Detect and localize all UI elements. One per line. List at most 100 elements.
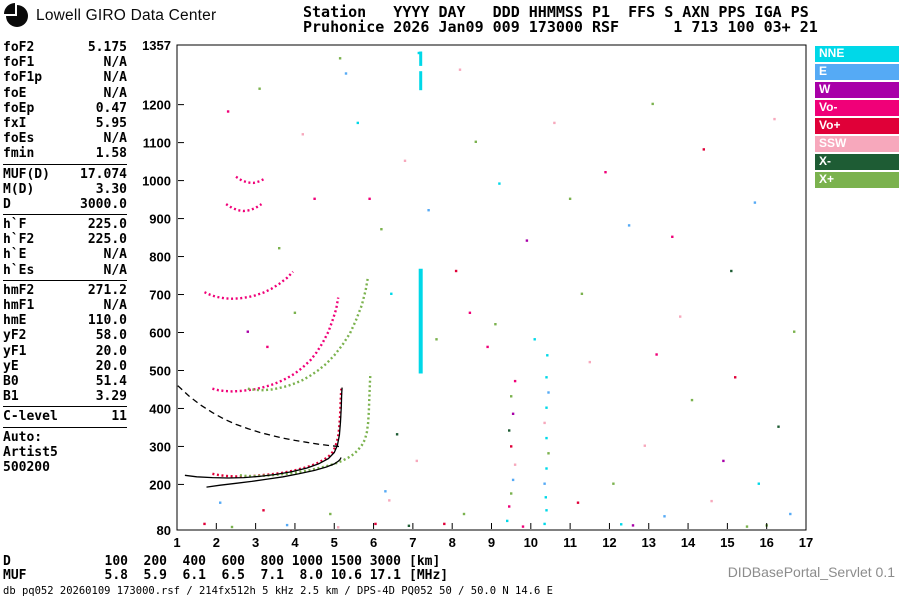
param-label: foEs [3,131,35,147]
muf-cell: 5.9 [143,568,167,583]
legend-item-ssw: SSW [815,136,899,152]
param-row-hmf1: hmF1 N/A [3,298,127,313]
echo-dot [390,292,393,295]
echo-dot [513,463,517,466]
param-row-artist5: Artist5 [3,445,127,460]
legend-item-e: E [815,64,899,80]
x-tick-label: 4 [291,535,299,550]
y-tick-label: 1100 [143,136,171,151]
echo-dot [403,159,407,162]
echo-dot [547,391,550,394]
echo-dot [580,292,584,295]
param-row-b0: B0 51.4 [3,374,127,389]
param-label: hmE [3,313,27,329]
echo-dot [789,512,792,516]
param-value: N/A [103,298,127,313]
station-header: Station YYYY DAY DDD HHMMSS P1 FFS S AXN… [303,5,818,35]
x-tick-label: 3 [252,535,259,550]
param-row-h-f2: h`F2 225.0 [3,232,127,247]
echo-dot [511,478,515,482]
param-label: MUF(D) [3,166,50,182]
legend-item-x: X- [815,154,899,170]
echo-dot [734,376,737,379]
param-value: N/A [103,131,127,147]
muf-cell: 6.1 [182,568,206,583]
echo-dot [462,512,466,516]
param-label: M(D) [3,181,35,197]
echo-dot [604,171,607,174]
echo-dot [730,269,733,273]
echo-dot [329,512,332,516]
echo-dot [671,235,674,238]
param-value: 58.0 [95,328,127,344]
true-height-profile [206,457,342,488]
echo-dot [521,525,525,528]
param-label: B0 [3,373,19,389]
legend-item-nne: NNE [815,46,899,62]
echo-dot [356,121,359,125]
param-row-h-e: h`E N/A [3,247,127,262]
x-tick-label: 17 [799,535,813,550]
echo-dot [443,522,446,526]
echo-dot [380,228,383,231]
echo-dot [508,505,511,508]
echo-dot [546,354,549,357]
param-value: 3.29 [95,389,127,405]
f4-hop-trace-a [225,203,263,213]
param-value: 225.0 [87,217,127,233]
param-label: hmF1 [3,298,35,313]
x-tick-label: 8 [449,535,456,550]
param-value: 225.0 [87,232,127,248]
muf-distance-table: D 100 200 400 600 800 1000 1500 3000 [km] MUF 5.8 5.… [3,555,448,583]
param-row-yf2: yF2 58.0 [3,328,127,343]
param-label: fxI [3,115,27,131]
param-value: 51.4 [95,373,127,389]
param-panel: foF2 5.175 foF1 N/A foF1p N/A foE N/A foEp 0.47 fx… [3,40,127,475]
muf-row-label: MUF [3,568,27,583]
echo-dot [203,522,206,526]
param-row-c-level: C-level 11 [3,409,127,424]
echo-dot [655,353,658,356]
y-tick-label: 500 [149,363,171,378]
param-label: B1 [3,389,19,405]
echo-dot [543,421,546,425]
echo-dot [543,482,546,485]
param-label: Auto: [3,429,43,445]
echo-dot [511,412,515,415]
param-row-h-es: h`Es N/A [3,263,127,278]
param-row-yf1: yF1 20.0 [3,344,127,359]
echo-dot [258,87,261,90]
echo-dot [757,482,760,485]
param-row-foe: foE N/A [3,86,127,101]
legend-item-vo: Vo+ [815,118,899,134]
param-label: foEp [3,100,35,116]
param-row-m-d: M(D) 3.30 [3,182,127,197]
x-tick-label: 16 [759,535,773,550]
param-row-hme: hmE 110.0 [3,313,127,328]
echo-dot [508,429,511,432]
param-value: N/A [103,55,127,71]
echo-dot [313,197,316,200]
echo-dot [545,467,548,470]
param-label: foE [3,85,27,101]
x-tick-label: 10 [524,535,538,550]
x-tick-label: 9 [488,535,495,550]
legend-item-vo: Vo- [815,100,899,116]
param-value: 3000.0 [80,196,127,212]
param-row-foep: foEp 0.47 [3,101,127,116]
echo-dot [568,197,572,200]
echo-dot [547,452,550,455]
param-row-muf-d: MUF(D) 17.074 [3,167,127,182]
muf-table-row-d: D 100 200 400 600 800 1000 1500 3000 [km] [3,555,448,569]
echo-dot [544,496,547,499]
param-label: fmin [3,146,35,162]
param-label: h`E [3,247,27,263]
f3-hop-trace [204,270,294,300]
param-value: N/A [103,262,127,278]
param-separator [3,214,127,216]
muf-cell: 400 [182,554,206,569]
x-tick-label: 6 [370,535,377,550]
echo-dot [384,490,387,493]
param-label: C-level [3,409,58,425]
